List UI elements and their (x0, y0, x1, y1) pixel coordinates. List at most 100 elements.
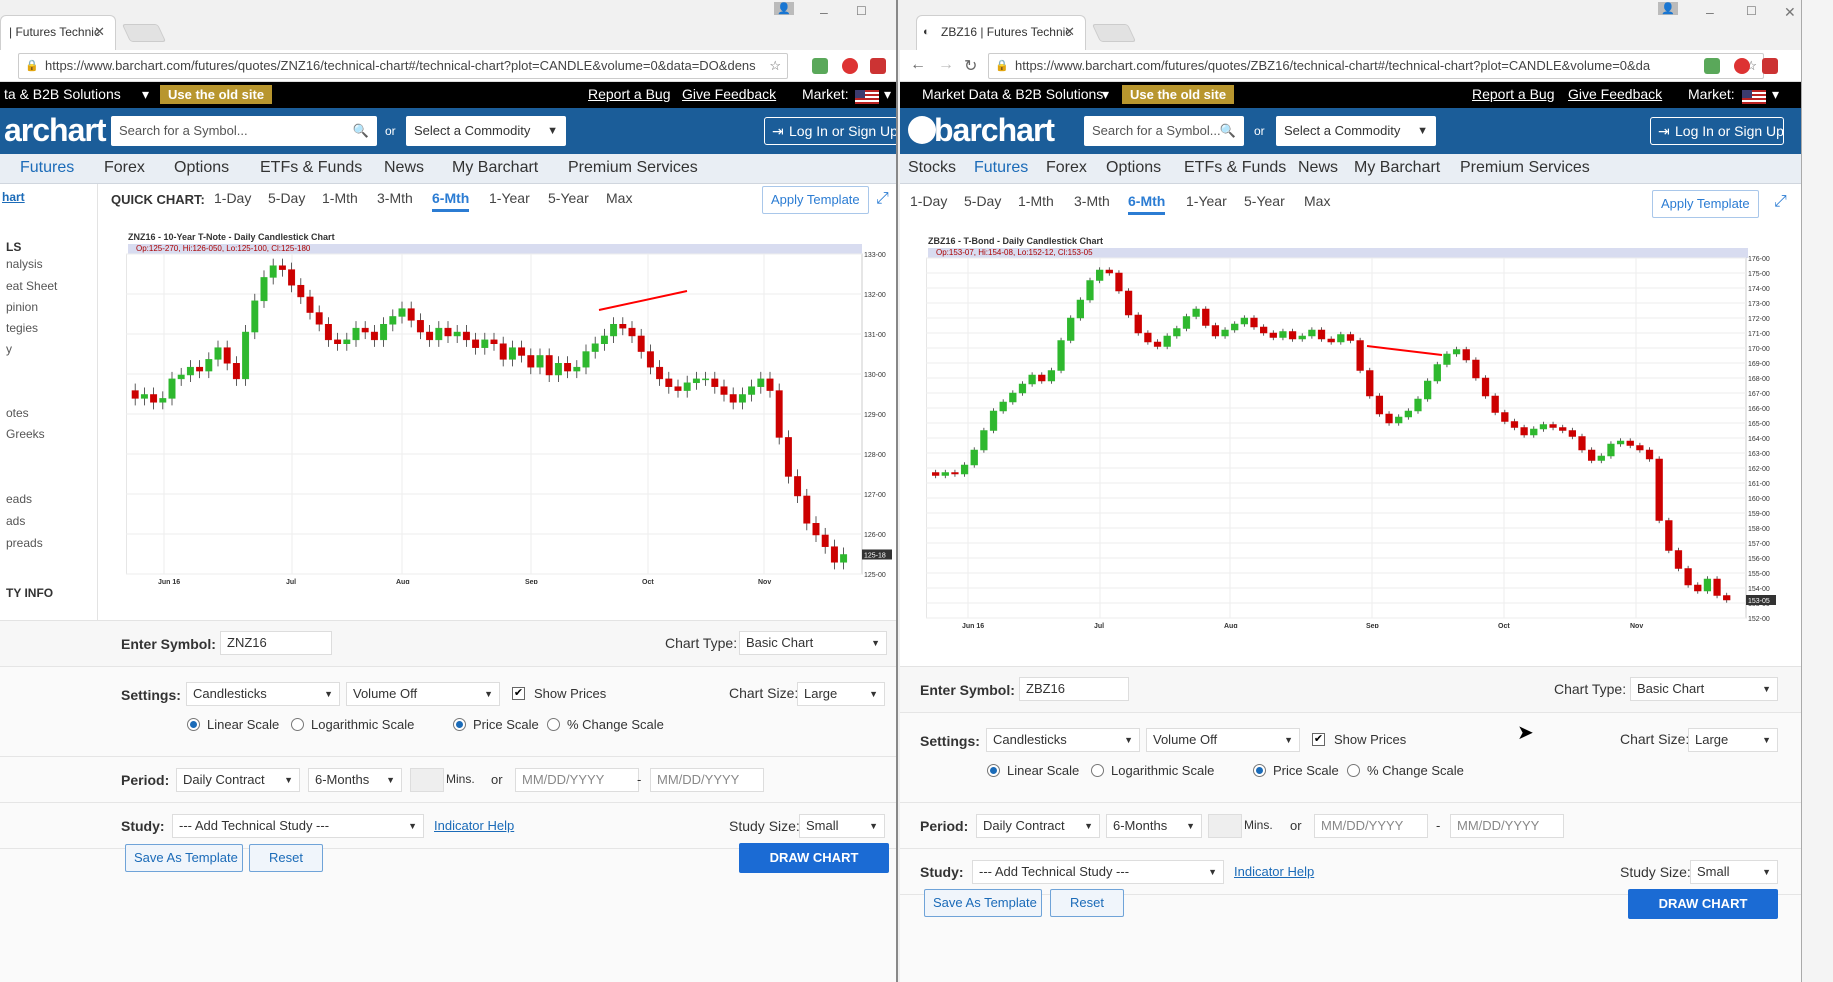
market-data-menu[interactable]: Market Data & B2B Solutions (922, 86, 1104, 102)
search-icon[interactable]: 🔍 (352, 123, 369, 138)
adblock-icon[interactable] (1734, 58, 1750, 74)
expand-icon[interactable]: ⤢ (1774, 193, 1787, 210)
close-window-icon[interactable]: ✕ (1784, 4, 1796, 20)
nav-etfs[interactable]: ETFs & Funds (260, 159, 363, 176)
pct-scale-radio[interactable] (547, 718, 560, 731)
old-site-button[interactable]: Use the old site (1122, 85, 1235, 104)
sidebar-item[interactable]: y (6, 342, 12, 356)
symbol-input[interactable]: ZBZ16 (1019, 677, 1129, 701)
sidebar-item[interactable]: Greeks (6, 427, 45, 441)
pct-scale-radio[interactable] (1347, 764, 1360, 777)
nav-stocks[interactable]: Stocks (908, 159, 957, 176)
old-site-button[interactable]: Use the old site (160, 85, 273, 104)
mins-input[interactable] (1208, 814, 1242, 838)
period-6-mth[interactable]: 6-Mth (1128, 193, 1166, 215)
volume-select[interactable]: Volume Off (1146, 728, 1300, 752)
minimize-icon[interactable]: – (1706, 4, 1714, 20)
extension-icon[interactable] (1704, 58, 1720, 74)
plot-type-select[interactable]: Candlesticks (186, 682, 340, 706)
sidebar-item[interactable]: preads (6, 536, 43, 550)
start-date-input[interactable]: MM/DD/YYYY (1314, 814, 1428, 838)
sidebar-item[interactable]: pinion (6, 300, 39, 314)
candlestick-chart[interactable]: 152-00153-00154-00155-00156-00157-00158-… (926, 236, 1796, 628)
sidebar-item[interactable]: ads (6, 514, 26, 528)
nav-my-barchart[interactable]: My Barchart (1354, 159, 1441, 176)
volume-select[interactable]: Volume Off (346, 682, 500, 706)
period-6-mth[interactable]: 6-Mth (432, 190, 470, 212)
search-icon[interactable]: 🔍 (1219, 123, 1236, 138)
close-icon[interactable]: ✕ (1064, 24, 1075, 39)
save-template-button[interactable]: Save As Template (924, 889, 1042, 917)
report-bug-link[interactable]: Report a Bug (588, 86, 671, 102)
period-5-year[interactable]: 5-Year (548, 190, 589, 206)
browser-tab[interactable]: | Futures Technic ✕ (0, 15, 116, 50)
plot-type-select[interactable]: Candlesticks (986, 728, 1140, 752)
linear-scale-radio[interactable] (987, 764, 1000, 777)
start-date-input[interactable]: MM/DD/YYYY (515, 768, 639, 792)
period-5-day[interactable]: 5-Day (268, 190, 306, 206)
log-scale-radio[interactable] (291, 718, 304, 731)
barchart-logo[interactable]: barchart (934, 112, 1055, 148)
indicator-help-link[interactable]: Indicator Help (1234, 864, 1315, 879)
reset-button[interactable]: Reset (1050, 889, 1124, 917)
sidebar-item[interactable]: hart (2, 190, 25, 204)
draw-chart-button[interactable]: DRAW CHART (1628, 889, 1778, 919)
user-icon[interactable]: 👤 (1658, 2, 1678, 15)
search-input[interactable]: Search for a Symbol... 🔍 (1084, 116, 1244, 146)
study-select[interactable]: --- Add Technical Study --- (172, 814, 424, 838)
mins-input[interactable] (410, 768, 444, 792)
nav-futures[interactable]: Futures (974, 159, 1029, 176)
contract-select[interactable]: Daily Contract (176, 768, 300, 792)
period-3-mth[interactable]: 3-Mth (1074, 193, 1110, 209)
user-icon[interactable]: 👤 (774, 2, 794, 15)
barchart-logo[interactable]: archart (4, 112, 106, 148)
search-input[interactable]: Search for a Symbol... 🔍 (111, 116, 377, 146)
nav-options[interactable]: Options (1106, 159, 1162, 176)
nav-premium[interactable]: Premium Services (568, 159, 698, 176)
period-1-mth[interactable]: 1-Mth (322, 190, 358, 206)
log-scale-radio[interactable] (1091, 764, 1104, 777)
show-prices-checkbox[interactable]: ✔ (512, 687, 525, 700)
months-select[interactable]: 6-Months (1106, 814, 1202, 838)
period-1-mth[interactable]: 1-Mth (1018, 193, 1054, 209)
price-scale-radio[interactable] (1253, 764, 1266, 777)
reset-button[interactable]: Reset (249, 844, 323, 872)
give-feedback-link[interactable]: Give Feedback (1568, 86, 1663, 102)
chart-type-select[interactable]: Basic Chart (1630, 677, 1778, 701)
flag-icon[interactable] (1742, 88, 1766, 105)
nav-futures[interactable]: Futures (20, 159, 75, 176)
nav-forex[interactable]: Forex (1046, 159, 1087, 176)
sidebar-item[interactable]: nalysis (6, 257, 43, 271)
period-1-day[interactable]: 1-Day (214, 190, 252, 206)
period-5-year[interactable]: 5-Year (1244, 193, 1285, 209)
period-3-mth[interactable]: 3-Mth (377, 190, 413, 206)
commodity-select[interactable]: Select a Commodity ▼ (1276, 116, 1436, 146)
study-select[interactable]: --- Add Technical Study --- (972, 860, 1224, 884)
adblock-icon[interactable] (842, 58, 858, 74)
period-5-day[interactable]: 5-Day (964, 193, 1002, 209)
new-tab-button[interactable] (1091, 24, 1137, 42)
candlestick-chart[interactable]: 125-00 126-00 127-00 128-00 129-00 130-00 131-… (126, 232, 896, 584)
extension-icon[interactable] (812, 58, 828, 74)
nav-options[interactable]: Options (174, 159, 230, 176)
extension-icon[interactable] (870, 58, 886, 74)
chart-size-select[interactable]: Large (797, 682, 885, 706)
nav-news[interactable]: News (384, 159, 425, 176)
market-data-menu[interactable]: ta & B2B Solutions (4, 86, 121, 102)
save-template-button[interactable]: Save As Template (125, 844, 243, 872)
star-icon[interactable]: ☆ (1745, 58, 1757, 73)
login-button[interactable]: ⇥ Log In or Sign Up (764, 117, 896, 145)
apply-template-button[interactable]: Apply Template (762, 186, 869, 214)
period-1-year[interactable]: 1-Year (489, 190, 530, 206)
apply-template-button[interactable]: Apply Template (1652, 190, 1759, 218)
barchart-logo-mark[interactable] (908, 116, 936, 144)
give-feedback-link[interactable]: Give Feedback (682, 86, 777, 102)
show-prices-checkbox[interactable]: ✔ (1312, 733, 1325, 746)
new-tab-button[interactable] (121, 24, 167, 42)
login-button[interactable]: ⇥ Log In or Sign Up (1650, 117, 1784, 145)
symbol-input[interactable]: ZNZ16 (220, 631, 332, 655)
star-icon[interactable]: ☆ (769, 58, 781, 73)
sidebar-item[interactable]: otes (6, 406, 29, 420)
report-bug-link[interactable]: Report a Bug (1472, 86, 1555, 102)
linear-scale-radio[interactable] (187, 718, 200, 731)
